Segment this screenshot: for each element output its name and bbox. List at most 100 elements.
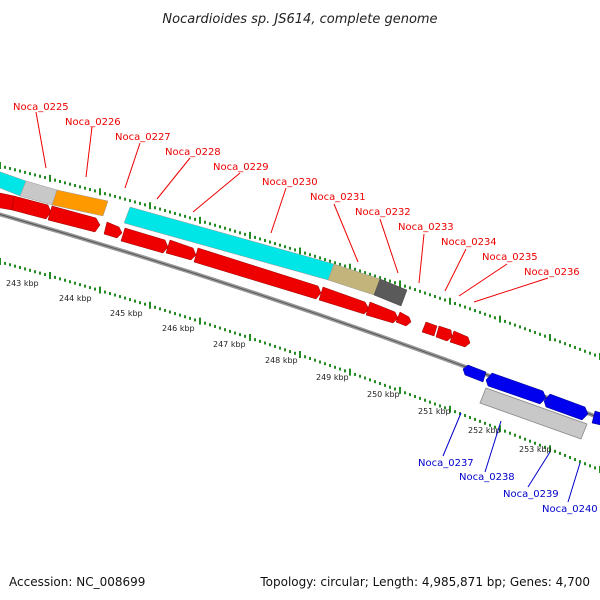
- forward-gene-arrow[interactable]: [485, 372, 547, 405]
- reverse-gene-arrow[interactable]: [318, 286, 370, 315]
- reverse-gene-arrow[interactable]: [11, 195, 52, 220]
- forward-strand-track: [462, 364, 600, 426]
- reverse-gene-arrow[interactable]: [47, 205, 101, 233]
- gene-label[interactable]: Noca_0236: [524, 267, 580, 278]
- ruler-minor-tick: [109, 193, 111, 197]
- ruler-minor-tick: [44, 273, 46, 277]
- ruler-minor-tick: [579, 460, 581, 464]
- gene-label[interactable]: Noca_0227: [115, 132, 171, 143]
- ruler-minor-tick: [454, 302, 456, 306]
- ruler-minor-tick: [294, 351, 296, 355]
- ruler-minor-tick: [389, 385, 391, 389]
- gene-label[interactable]: Noca_0238: [459, 472, 515, 483]
- kbp-label: 246 kbp: [162, 324, 195, 333]
- ruler-minor-tick: [254, 338, 256, 342]
- gene-label[interactable]: Noca_0226: [65, 117, 121, 128]
- ruler-minor-tick: [134, 299, 136, 303]
- ruler-minor-tick: [524, 437, 526, 441]
- ruler-minor-tick: [589, 464, 591, 468]
- reverse-gene-arrow[interactable]: [193, 247, 322, 300]
- ruler-minor-tick: [574, 345, 576, 349]
- reverse-gene-arrow[interactable]: [165, 239, 197, 261]
- ruler-minor-tick: [24, 170, 26, 174]
- ruler-minor-tick: [59, 180, 61, 183]
- ruler-minor-tick: [484, 312, 486, 316]
- ruler-minor-tick: [259, 237, 261, 241]
- ruler-minor-tick: [124, 197, 126, 201]
- ruler-minor-tick: [384, 383, 386, 387]
- reverse-gene-arrow[interactable]: [449, 330, 471, 348]
- ruler-minor-tick: [129, 199, 131, 203]
- ruler-minor-tick: [464, 305, 466, 309]
- ruler-major-tick: [99, 286, 101, 294]
- gene-label[interactable]: Noca_0231: [310, 192, 366, 203]
- ruler-minor-tick: [279, 346, 281, 350]
- ruler-minor-tick: [169, 210, 171, 214]
- ruler-minor-tick: [204, 321, 206, 325]
- ruler-minor-tick: [384, 277, 386, 281]
- ruler-minor-tick: [204, 220, 206, 224]
- gene-label[interactable]: Noca_0233: [398, 222, 454, 233]
- reverse-gene-arrow[interactable]: [395, 311, 412, 327]
- category-track: [0, 171, 588, 440]
- ruler-minor-tick: [129, 298, 131, 302]
- kbp-label: 243 kbp: [6, 279, 39, 288]
- ruler-minor-tick: [274, 242, 276, 246]
- reverse-gene-arrow[interactable]: [365, 301, 399, 324]
- gene-label[interactable]: Noca_0240: [542, 504, 598, 515]
- forward-gene-arrow[interactable]: [543, 393, 589, 421]
- ruler-minor-tick: [544, 334, 546, 338]
- ruler-minor-tick: [554, 449, 556, 453]
- reverse-gene-arrow[interactable]: [421, 321, 438, 337]
- category-bar-orange: [51, 189, 109, 217]
- ruler-minor-tick: [334, 365, 336, 369]
- ruler-minor-tick: [224, 328, 226, 332]
- ruler-minor-tick: [459, 303, 461, 307]
- gene-label[interactable]: Noca_0234: [441, 237, 497, 248]
- ruler-minor-tick: [319, 256, 321, 260]
- gene-label[interactable]: Noca_0230: [262, 177, 318, 188]
- ruler-major-tick: [449, 405, 451, 413]
- ruler-minor-tick: [429, 400, 431, 404]
- ruler-minor-tick: [339, 262, 341, 266]
- kbp-label: 247 kbp: [213, 340, 246, 349]
- gene-label[interactable]: Noca_0228: [165, 147, 221, 158]
- ruler-minor-tick: [9, 263, 11, 267]
- forward-gene-arrow[interactable]: [591, 410, 600, 426]
- ruler-major-tick: [499, 425, 501, 433]
- ruler-minor-tick: [514, 323, 516, 327]
- ruler-minor-tick: [424, 291, 426, 295]
- ruler-minor-tick: [334, 261, 336, 265]
- ruler-minor-tick: [504, 319, 506, 323]
- ruler-minor-tick: [359, 374, 361, 378]
- reverse-gene-arrow[interactable]: [120, 227, 169, 254]
- gene-label[interactable]: Noca_0229: [213, 162, 269, 173]
- ruler-minor-tick: [104, 290, 106, 294]
- ruler-major-tick: [99, 188, 101, 196]
- gene-label[interactable]: Noca_0235: [482, 252, 538, 263]
- ruler-minor-tick: [64, 278, 66, 282]
- map-title: Nocardioides sp. JS614, complete genome: [162, 12, 437, 27]
- ruler-minor-tick: [69, 280, 71, 284]
- ruler-minor-tick: [559, 451, 561, 455]
- leader-line: [192, 172, 241, 213]
- ruler-minor-tick: [419, 396, 421, 400]
- ruler-minor-tick: [344, 369, 346, 373]
- leader-line: [270, 187, 287, 234]
- reverse-gene-arrow[interactable]: [0, 192, 15, 211]
- ruler-minor-tick: [54, 178, 56, 182]
- gene-label[interactable]: Noca_0237: [418, 458, 474, 469]
- gene-label[interactable]: Noca_0225: [13, 102, 69, 113]
- ruler-minor-tick: [154, 305, 156, 309]
- ruler-minor-tick: [144, 203, 146, 207]
- gene-label[interactable]: Noca_0232: [355, 207, 411, 218]
- reverse-gene-arrow[interactable]: [435, 325, 453, 342]
- ruler-minor-tick: [179, 313, 181, 317]
- ruler-minor-tick: [414, 394, 416, 398]
- leader-line: [444, 248, 467, 292]
- ruler-minor-tick: [114, 194, 116, 198]
- reverse-gene-arrow[interactable]: [103, 221, 123, 239]
- gene-label[interactable]: Noca_0239: [503, 489, 559, 500]
- forward-gene-arrow[interactable]: [462, 364, 487, 383]
- kbp-label: 249 kbp: [316, 373, 349, 382]
